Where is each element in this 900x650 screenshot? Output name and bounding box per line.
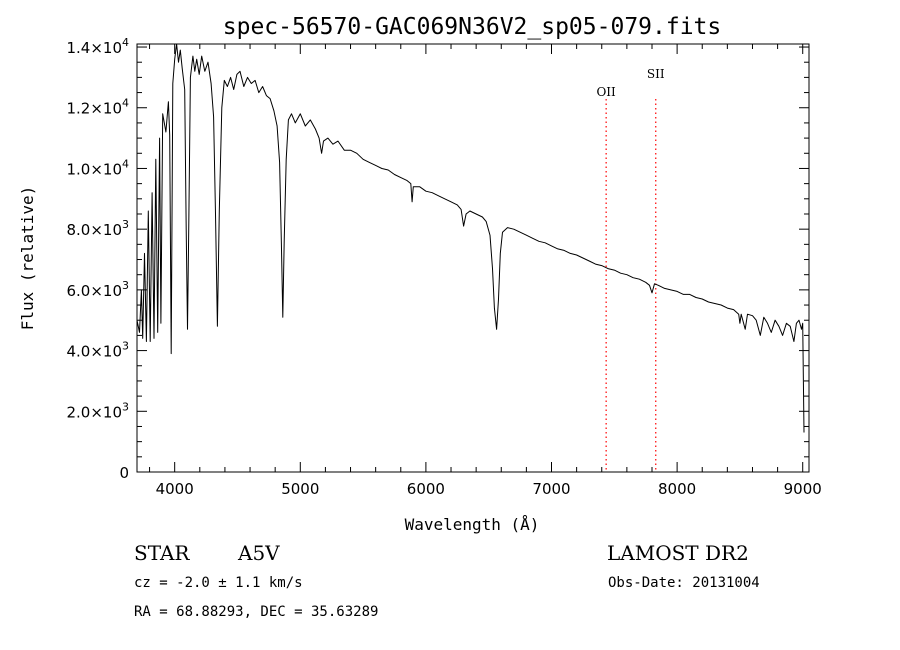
- chart-title: spec-56570-GAC069N36V2_sp05-079.fits: [223, 14, 722, 40]
- annotation-label-oii: OII: [596, 85, 616, 99]
- y-tick-label: 0: [119, 464, 129, 482]
- y-tick-label: 2.0×103: [66, 400, 129, 421]
- y-axis-label: Flux (relative): [18, 186, 37, 331]
- x-tick-label: 5000: [281, 480, 319, 498]
- spectrum-line: [136, 43, 805, 433]
- x-tick-label: 8000: [658, 480, 696, 498]
- y-tick-label: 4.0×103: [66, 340, 129, 361]
- x-tick-label: 6000: [407, 480, 445, 498]
- plot-area: 4000 5000 6000 7000 8000 9000 0 2.0×103 4.0×103 6…: [66, 36, 821, 498]
- x-tick-label: 9000: [784, 480, 822, 498]
- obs-date-text: Obs-Date: 20131004: [608, 575, 760, 591]
- y-tick-label: 1.0×104: [66, 157, 129, 178]
- spectral-subclass: A5V: [238, 541, 280, 565]
- x-tick-label: 7000: [532, 480, 570, 498]
- annotation-label-sii: SII: [647, 67, 665, 81]
- x-tick-label: 4000: [156, 480, 194, 498]
- object-type: STAR: [134, 541, 190, 565]
- y-tick-label: 6.0×103: [66, 279, 129, 300]
- survey-name: LAMOST DR2: [607, 541, 749, 565]
- coordinates-text: RA = 68.88293, DEC = 35.63289: [134, 604, 379, 620]
- redshift-text: cz = -2.0 ± 1.1 km/s: [134, 575, 303, 591]
- y-tick-label: 1.2×104: [66, 97, 129, 118]
- y-tick-label: 1.4×104: [66, 36, 129, 57]
- y-tick-label: 8.0×103: [66, 218, 129, 239]
- plot-frame: [136, 43, 810, 473]
- x-axis-label: Wavelength (Å): [405, 515, 540, 534]
